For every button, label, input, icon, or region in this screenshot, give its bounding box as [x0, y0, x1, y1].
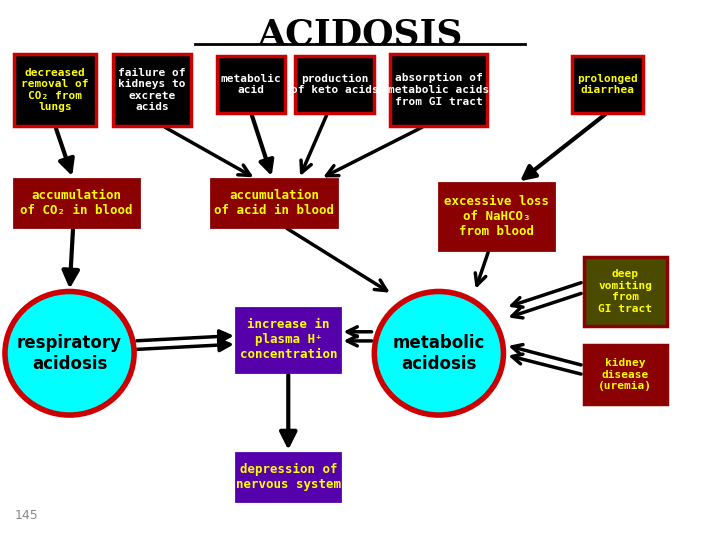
Ellipse shape [5, 292, 134, 415]
Text: excessive loss
of NaHCO₃
from blood: excessive loss of NaHCO₃ from blood [444, 195, 549, 238]
FancyBboxPatch shape [439, 183, 554, 250]
Text: metabolic
acidosis: metabolic acidosis [392, 334, 485, 373]
FancyBboxPatch shape [217, 57, 285, 113]
Text: kidney
disease
(uremia): kidney disease (uremia) [598, 358, 652, 392]
FancyBboxPatch shape [572, 57, 643, 113]
FancyBboxPatch shape [211, 179, 337, 227]
FancyBboxPatch shape [14, 179, 140, 227]
FancyBboxPatch shape [14, 54, 96, 126]
Text: accumulation
of CO₂ in blood: accumulation of CO₂ in blood [20, 189, 133, 217]
Text: metabolic
acid: metabolic acid [220, 74, 282, 96]
FancyBboxPatch shape [584, 345, 667, 404]
Ellipse shape [374, 292, 503, 415]
Text: 145: 145 [14, 510, 38, 523]
Text: deep
vomiting
from
GI tract: deep vomiting from GI tract [598, 269, 652, 314]
Text: production
of keto acids: production of keto acids [291, 74, 379, 96]
FancyBboxPatch shape [584, 256, 667, 326]
FancyBboxPatch shape [112, 54, 192, 126]
Text: decreased
removal of
CO₂ from
lungs: decreased removal of CO₂ from lungs [22, 68, 89, 112]
Text: increase in
plasma H⁺
concentration: increase in plasma H⁺ concentration [240, 319, 337, 361]
Text: prolonged
diarrhea: prolonged diarrhea [577, 74, 638, 96]
FancyBboxPatch shape [390, 54, 487, 126]
FancyBboxPatch shape [295, 57, 374, 113]
FancyBboxPatch shape [236, 453, 341, 501]
Text: ACIDOSIS: ACIDOSIS [257, 17, 463, 51]
Text: accumulation
of acid in blood: accumulation of acid in blood [214, 189, 334, 217]
Text: absorption of
metabolic acids
from GI tract: absorption of metabolic acids from GI tr… [388, 73, 490, 106]
Text: respiratory
acidosis: respiratory acidosis [17, 334, 122, 373]
FancyBboxPatch shape [236, 308, 341, 372]
Text: depression of
nervous system: depression of nervous system [235, 463, 341, 491]
Text: failure of
kidneys to
excrete
acids: failure of kidneys to excrete acids [118, 68, 186, 112]
